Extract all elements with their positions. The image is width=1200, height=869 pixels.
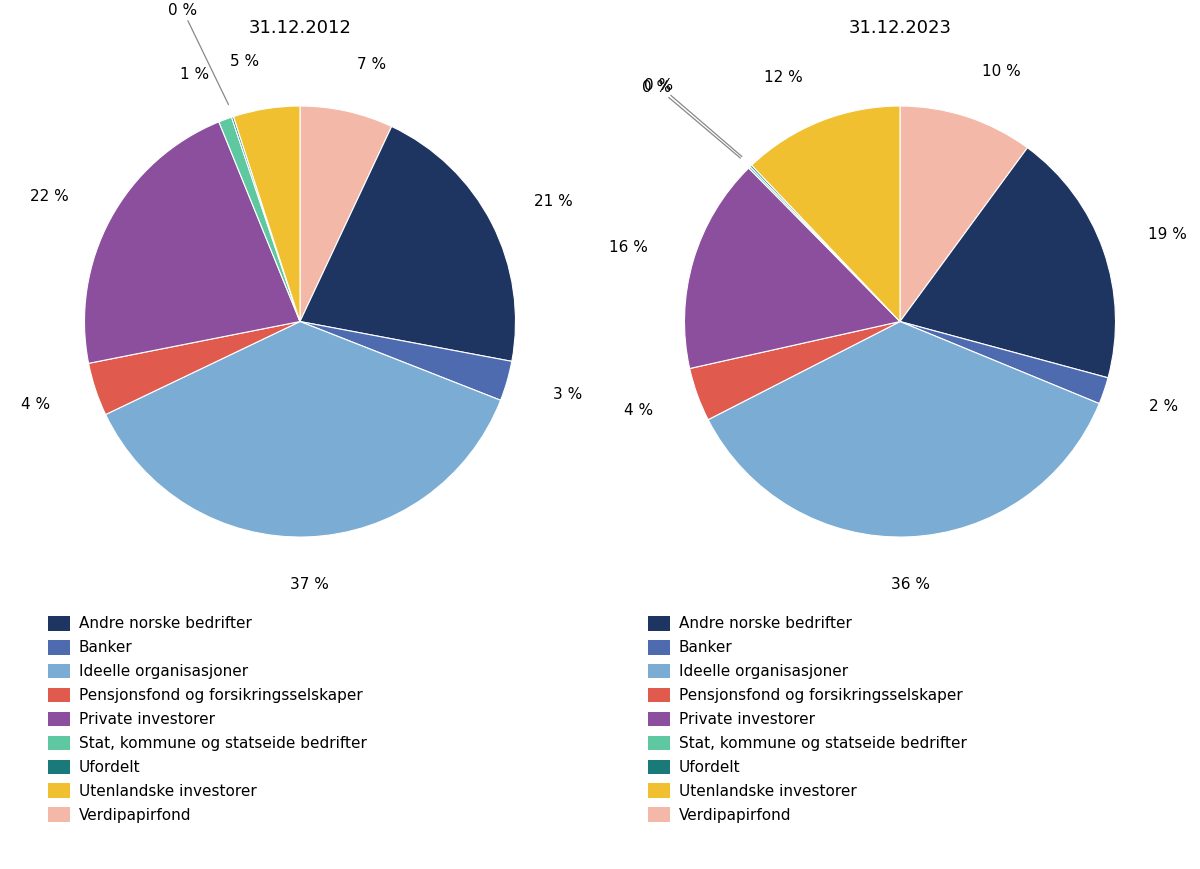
Text: 19 %: 19 % — [1148, 227, 1187, 242]
Wedge shape — [900, 106, 1027, 322]
Text: 37 %: 37 % — [290, 577, 329, 592]
Wedge shape — [900, 148, 1116, 378]
Wedge shape — [89, 322, 300, 415]
Text: 22 %: 22 % — [30, 189, 68, 204]
Text: 0 %: 0 % — [644, 77, 742, 156]
Title: 31.12.2012: 31.12.2012 — [248, 19, 352, 36]
Text: 2 %: 2 % — [1148, 399, 1178, 414]
Text: 21 %: 21 % — [534, 195, 572, 209]
Wedge shape — [106, 322, 500, 537]
Wedge shape — [751, 106, 900, 322]
Wedge shape — [234, 106, 300, 322]
Wedge shape — [749, 167, 900, 322]
Title: 31.12.2023: 31.12.2023 — [848, 19, 952, 36]
Wedge shape — [218, 117, 300, 322]
Wedge shape — [300, 322, 512, 401]
Wedge shape — [300, 106, 391, 322]
Text: 0 %: 0 % — [642, 80, 740, 158]
Text: 10 %: 10 % — [982, 64, 1020, 79]
Text: 3 %: 3 % — [553, 387, 582, 401]
Text: 7 %: 7 % — [358, 57, 386, 72]
Text: 0 %: 0 % — [168, 3, 228, 104]
Wedge shape — [900, 322, 1108, 403]
Legend: Andre norske bedrifter, Banker, Ideelle organisasjoner, Pensjonsfond og forsikri: Andre norske bedrifter, Banker, Ideelle … — [648, 616, 967, 823]
Text: 4 %: 4 % — [22, 397, 50, 412]
Text: 36 %: 36 % — [892, 577, 930, 592]
Wedge shape — [708, 322, 1099, 537]
Wedge shape — [84, 122, 300, 363]
Text: 16 %: 16 % — [608, 240, 648, 255]
Wedge shape — [750, 165, 900, 322]
Legend: Andre norske bedrifter, Banker, Ideelle organisasjoner, Pensjonsfond og forsikri: Andre norske bedrifter, Banker, Ideelle … — [48, 616, 367, 823]
Text: 1 %: 1 % — [180, 68, 209, 83]
Text: 5 %: 5 % — [230, 55, 259, 70]
Wedge shape — [690, 322, 900, 420]
Wedge shape — [232, 116, 300, 322]
Text: 4 %: 4 % — [624, 403, 653, 418]
Wedge shape — [300, 127, 516, 362]
Wedge shape — [684, 168, 900, 368]
Text: 12 %: 12 % — [764, 70, 803, 85]
